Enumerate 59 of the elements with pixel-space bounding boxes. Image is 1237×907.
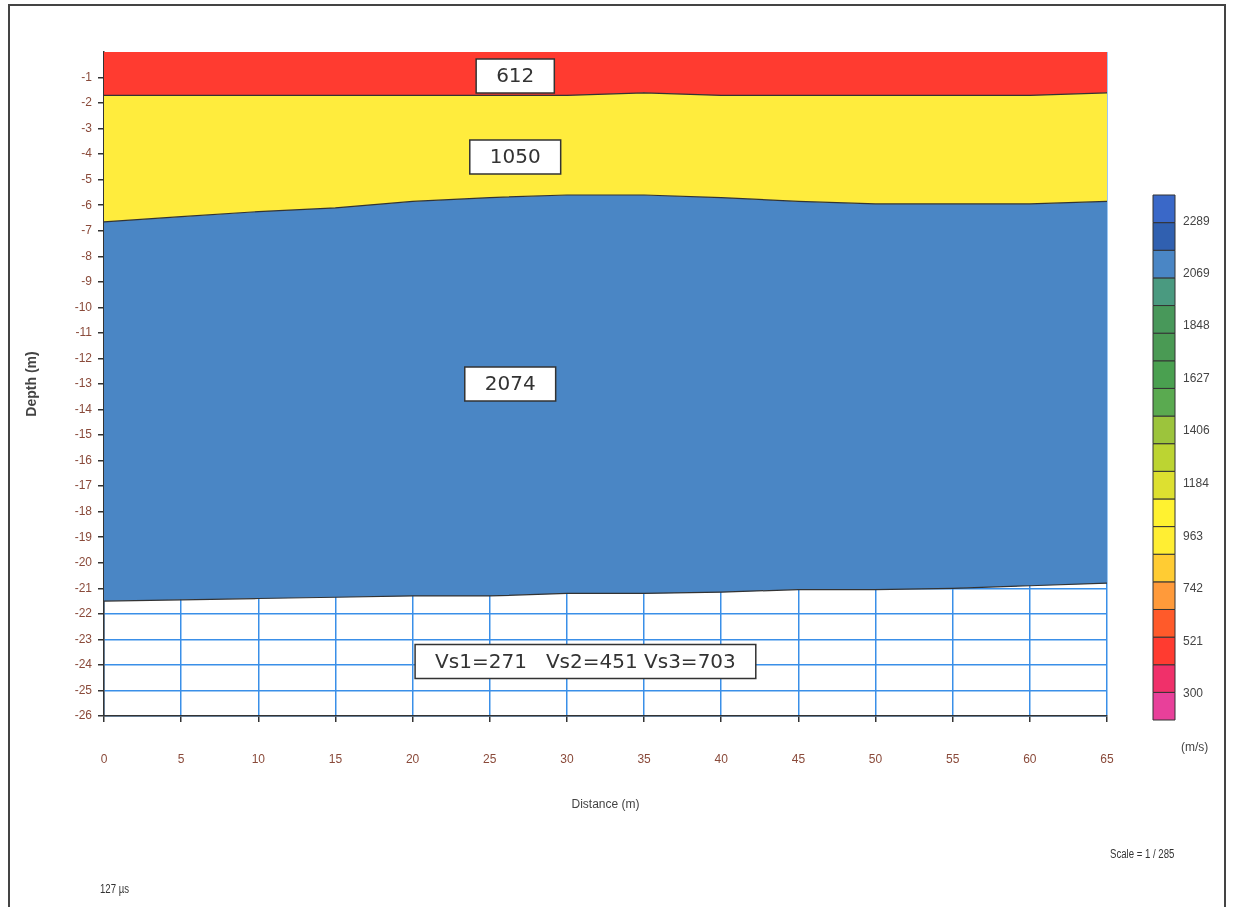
y-tick-label: -8 [81, 248, 93, 263]
annotation: 2074 [484, 371, 536, 396]
x-tick-label: 15 [328, 751, 343, 766]
color-bar-label: 521 [1183, 633, 1204, 648]
y-tick-label: -4 [81, 146, 93, 161]
color-bar-label: 1627 [1183, 370, 1211, 385]
y-tick-label: -1 [81, 69, 93, 84]
annotation: 612 [496, 63, 535, 88]
y-tick-label: -13 [74, 376, 93, 391]
y-tick-label: -11 [75, 325, 93, 340]
color-bar-label: 1406 [1183, 423, 1211, 438]
text: Scale = 1 / 285 [1110, 847, 1175, 861]
color-bar-label: 2289 [1183, 213, 1211, 228]
y-tick-label: -23 [74, 631, 93, 646]
y-tick-label: -7 [81, 223, 93, 238]
annotation: Vs1=271 Vs2=451 Vs3=703 [435, 648, 736, 673]
x-tick-label: 10 [251, 751, 266, 766]
color-bar-label: 963 [1183, 528, 1204, 543]
annotation: 1050 [489, 144, 541, 169]
y-tick-label: -10 [74, 299, 93, 314]
color-bar-label: 1184 [1183, 476, 1210, 491]
x-axis-title: Distance (m) [571, 797, 640, 812]
y-tick-label: -26 [74, 708, 93, 723]
y-tick-label: -16 [74, 452, 93, 467]
y-axis-title: Depth (m) [23, 351, 40, 417]
y-tick-label: -12 [74, 350, 93, 365]
text: 127 µs [100, 882, 130, 896]
x-tick-label: 45 [791, 751, 806, 766]
x-tick-label: 20 [405, 751, 420, 766]
y-tick-label: -22 [74, 606, 93, 621]
y-tick-label: -24 [74, 657, 93, 672]
x-tick-label: 40 [714, 751, 729, 766]
y-tick-label: -18 [74, 504, 93, 518]
color-bar-label: 2069 [1183, 265, 1211, 280]
y-tick-label: -6 [81, 197, 93, 212]
x-tick-label: 35 [637, 751, 652, 766]
y-tick-label: -3 [81, 120, 93, 135]
x-tick-label: 0 [100, 751, 108, 766]
x-tick-label: 60 [1023, 751, 1037, 766]
color-bar-label: 742 [1183, 581, 1204, 596]
y-tick-label: -20 [74, 555, 93, 570]
y-tick-label: -2 [81, 95, 93, 110]
color-bar-label: 300 [1183, 686, 1204, 701]
x-tick-label: 55 [946, 751, 960, 766]
color-bar-label: 1848 [1183, 318, 1211, 333]
y-tick-label: -15 [74, 427, 93, 442]
y-tick-label: -25 [74, 682, 93, 697]
y-tick-label: -21 [74, 580, 93, 595]
y-tick-label: -17 [74, 478, 93, 493]
x-tick-label: 65 [1100, 751, 1114, 766]
x-tick-label: 30 [560, 751, 574, 766]
x-tick-label: 25 [483, 751, 497, 766]
y-tick-label: -19 [74, 529, 93, 544]
x-tick-label: 50 [868, 751, 883, 766]
x-tick-label: 5 [177, 751, 185, 766]
color-bar-title: (m/s) [1181, 740, 1209, 755]
y-tick-label: -5 [81, 172, 93, 186]
y-tick-label: -9 [81, 274, 93, 289]
y-tick-label: -14 [74, 401, 93, 416]
